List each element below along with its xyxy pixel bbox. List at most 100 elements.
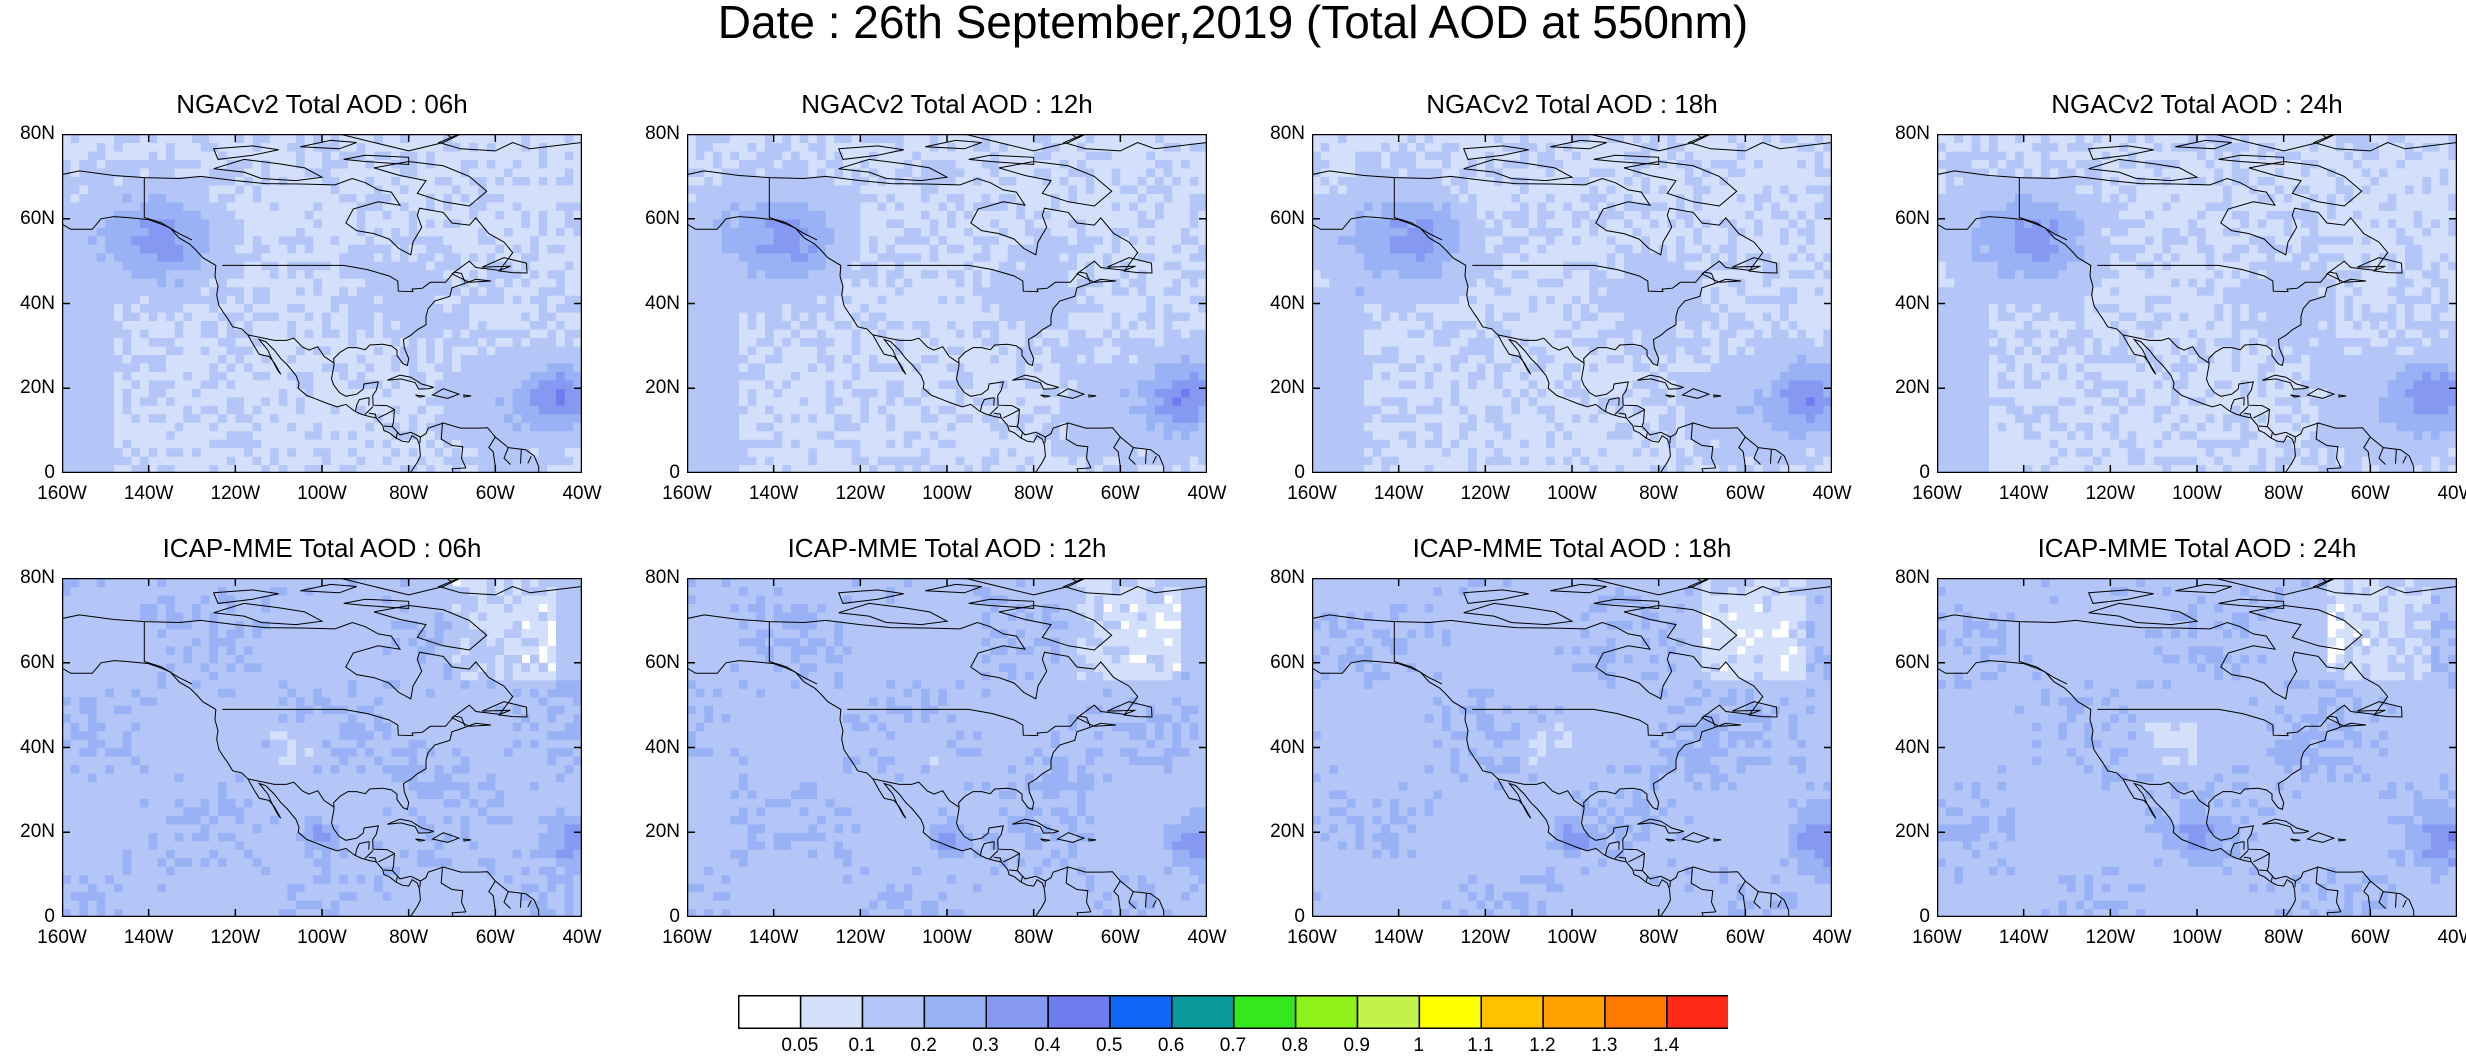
colorbar-label: 0.1 bbox=[849, 1035, 875, 1057]
x-tick-label: 120W bbox=[1461, 927, 1511, 949]
colorbar-box bbox=[1605, 996, 1667, 1029]
x-tick-label: 60W bbox=[1726, 927, 1765, 949]
x-tick-label: 140W bbox=[1999, 927, 2049, 949]
x-tick-label: 100W bbox=[2172, 927, 2222, 949]
main-title: Date : 26th September,2019 (Total AOD at… bbox=[0, 0, 2466, 44]
x-tick-label: 160W bbox=[1912, 483, 1962, 505]
aod-map bbox=[687, 134, 1207, 473]
x-tick-label: 120W bbox=[836, 483, 886, 505]
x-tick-label: 40W bbox=[562, 483, 601, 505]
y-tick-label: 80N bbox=[1875, 123, 1930, 145]
y-tick-label: 80N bbox=[0, 567, 55, 589]
x-tick-label: 80W bbox=[2264, 483, 2303, 505]
y-tick-label: 80N bbox=[625, 123, 680, 145]
y-tick-label: 60N bbox=[1875, 208, 1930, 230]
aod-map bbox=[62, 578, 582, 917]
panel-title: ICAP-MME Total AOD : 18h bbox=[1312, 533, 1832, 564]
y-tick-label: 20N bbox=[1250, 821, 1305, 843]
x-tick-label: 160W bbox=[662, 483, 712, 505]
panel-title: NGACv2 Total AOD : 12h bbox=[687, 89, 1207, 120]
y-tick-label: 60N bbox=[0, 652, 55, 674]
colorbar-box bbox=[1234, 996, 1296, 1029]
panel-title: NGACv2 Total AOD : 24h bbox=[1937, 89, 2457, 120]
x-tick-label: 140W bbox=[124, 483, 174, 505]
panel-title: NGACv2 Total AOD : 18h bbox=[1312, 89, 1832, 120]
x-tick-label: 80W bbox=[389, 927, 428, 949]
colorbar-label: 1.1 bbox=[1467, 1035, 1493, 1057]
panel-title: ICAP-MME Total AOD : 24h bbox=[1937, 533, 2457, 564]
colorbar-label: 0.2 bbox=[910, 1035, 936, 1057]
y-tick-label: 40N bbox=[1250, 737, 1305, 759]
aod-map bbox=[62, 134, 582, 473]
colorbar-box bbox=[1481, 996, 1543, 1029]
colorbar-label: 0.05 bbox=[781, 1035, 818, 1057]
y-tick-label: 60N bbox=[625, 652, 680, 674]
x-tick-label: 120W bbox=[1461, 483, 1511, 505]
x-tick-label: 160W bbox=[37, 927, 87, 949]
y-tick-label: 0 bbox=[625, 906, 680, 928]
y-tick-label: 60N bbox=[1250, 652, 1305, 674]
x-tick-label: 40W bbox=[2437, 483, 2466, 505]
x-tick-label: 140W bbox=[1374, 483, 1424, 505]
colorbar-box bbox=[1419, 996, 1481, 1029]
y-tick-label: 60N bbox=[1250, 208, 1305, 230]
y-tick-label: 20N bbox=[625, 821, 680, 843]
x-tick-label: 100W bbox=[297, 483, 347, 505]
x-tick-label: 160W bbox=[662, 927, 712, 949]
y-tick-label: 80N bbox=[625, 567, 680, 589]
y-tick-label: 20N bbox=[625, 377, 680, 399]
x-tick-label: 100W bbox=[922, 927, 972, 949]
y-tick-label: 80N bbox=[1250, 567, 1305, 589]
colorbar-box bbox=[1172, 996, 1234, 1029]
panel-title: ICAP-MME Total AOD : 06h bbox=[62, 533, 582, 564]
colorbar-box bbox=[1110, 996, 1172, 1029]
y-tick-label: 60N bbox=[0, 208, 55, 230]
colorbar-box bbox=[1543, 996, 1605, 1029]
x-tick-label: 80W bbox=[1014, 927, 1053, 949]
y-tick-label: 60N bbox=[625, 208, 680, 230]
x-tick-label: 120W bbox=[2086, 483, 2136, 505]
x-tick-label: 80W bbox=[2264, 927, 2303, 949]
colorbar-box bbox=[1667, 996, 1728, 1029]
y-tick-label: 40N bbox=[0, 737, 55, 759]
y-tick-label: 40N bbox=[1875, 293, 1930, 315]
y-tick-label: 20N bbox=[1250, 377, 1305, 399]
colorbar-box bbox=[1048, 996, 1110, 1029]
x-tick-label: 60W bbox=[2351, 483, 2390, 505]
x-tick-label: 60W bbox=[476, 483, 515, 505]
colorbar-label: 1 bbox=[1413, 1035, 1424, 1057]
y-tick-label: 0 bbox=[1875, 906, 1930, 928]
x-tick-label: 40W bbox=[1187, 927, 1226, 949]
aod-map bbox=[687, 578, 1207, 917]
x-tick-label: 40W bbox=[2437, 927, 2466, 949]
aod-map bbox=[1312, 578, 1832, 917]
aod-colorbar bbox=[738, 995, 1728, 1029]
aod-map bbox=[1937, 134, 2457, 473]
colorbar-label: 1.3 bbox=[1591, 1035, 1617, 1057]
y-tick-label: 80N bbox=[1250, 123, 1305, 145]
x-tick-label: 80W bbox=[1639, 483, 1678, 505]
y-tick-label: 40N bbox=[1875, 737, 1930, 759]
y-tick-label: 20N bbox=[0, 821, 55, 843]
x-tick-label: 40W bbox=[1812, 927, 1851, 949]
colorbar-label: 1.4 bbox=[1653, 1035, 1679, 1057]
x-tick-label: 140W bbox=[749, 927, 799, 949]
x-tick-label: 80W bbox=[1014, 483, 1053, 505]
x-tick-label: 60W bbox=[1726, 483, 1765, 505]
x-tick-label: 140W bbox=[1999, 483, 2049, 505]
x-tick-label: 120W bbox=[836, 927, 886, 949]
x-tick-label: 80W bbox=[1639, 927, 1678, 949]
y-tick-label: 20N bbox=[1875, 821, 1930, 843]
x-tick-label: 140W bbox=[1374, 927, 1424, 949]
x-tick-label: 140W bbox=[749, 483, 799, 505]
panel-title: NGACv2 Total AOD : 06h bbox=[62, 89, 582, 120]
y-tick-label: 40N bbox=[625, 293, 680, 315]
y-tick-label: 0 bbox=[625, 462, 680, 484]
colorbar-label: 0.3 bbox=[972, 1035, 998, 1057]
colorbar-label: 0.8 bbox=[1282, 1035, 1308, 1057]
